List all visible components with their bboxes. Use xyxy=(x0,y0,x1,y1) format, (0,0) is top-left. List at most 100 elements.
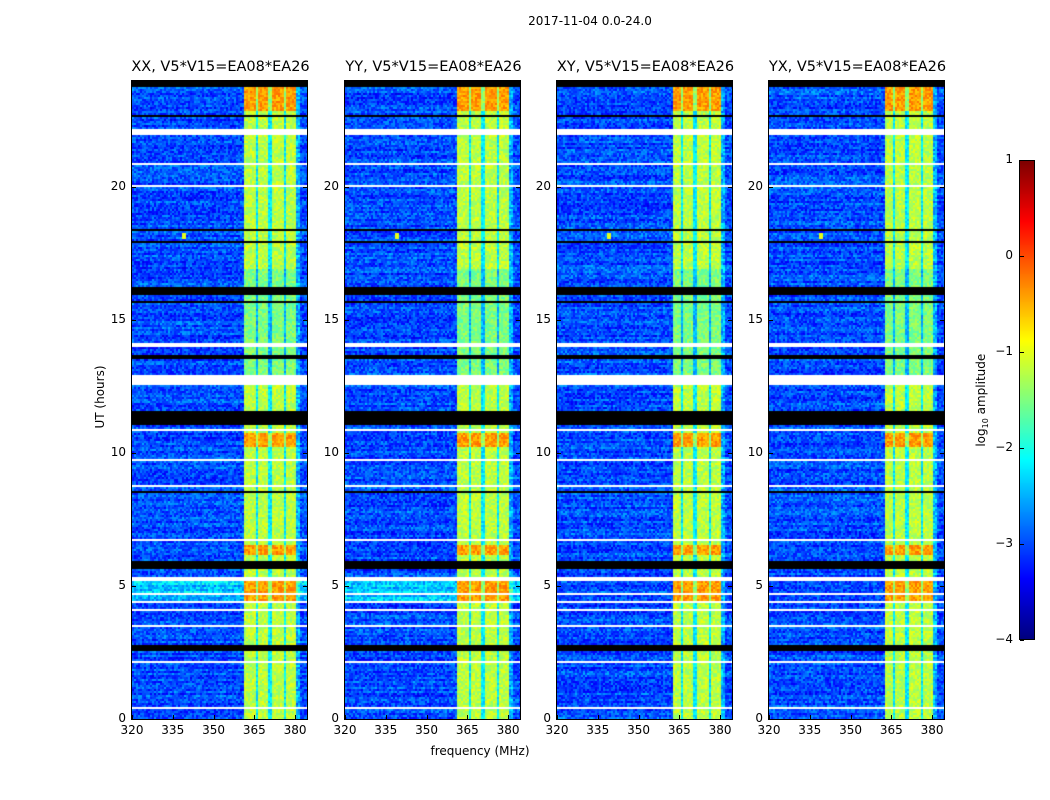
x-tick-top xyxy=(467,81,469,85)
x-tick xyxy=(172,715,174,719)
spectrogram-heatmap xyxy=(132,81,307,719)
y-tick-right xyxy=(516,453,520,455)
x-tick-label: 350 xyxy=(839,723,862,737)
x-tick-top xyxy=(213,81,215,85)
colorbar-tick-label: −2 xyxy=(995,440,1013,454)
x-tick-label: 335 xyxy=(161,723,185,737)
panel-title: XY, V5*V15=EA08*EA26 xyxy=(556,59,735,75)
y-tick-label: 15 xyxy=(535,312,551,327)
y-tick-label: 10 xyxy=(747,445,763,460)
x-tick xyxy=(132,715,133,719)
y-tick xyxy=(557,320,561,322)
x-tick-top xyxy=(679,81,681,85)
x-tick-top xyxy=(426,81,428,85)
x-tick xyxy=(345,715,346,719)
spectrogram-heatmap xyxy=(557,81,732,719)
y-tick-label: 0 xyxy=(118,711,126,725)
x-tick-label: 320 xyxy=(757,723,781,737)
y-tick-right xyxy=(728,719,732,720)
panel-2: XY, V5*V15=EA08*EA26 320 335 350 365 380 0 5 10 1… xyxy=(536,59,734,737)
x-tick-label: 365 xyxy=(879,723,903,737)
y-tick-label: 0 xyxy=(543,711,551,725)
x-tick-top xyxy=(720,81,722,85)
y-tick-label: 0 xyxy=(755,711,763,725)
colorbar-tick xyxy=(1020,640,1024,641)
x-tick xyxy=(426,715,428,719)
x-tick-top xyxy=(254,81,256,85)
y-tick-right xyxy=(303,586,307,588)
x-tick xyxy=(254,715,256,719)
x-tick-label: 380 xyxy=(283,723,307,737)
spectrogram-heatmap xyxy=(769,81,944,719)
colorbar-tick xyxy=(1020,448,1024,449)
y-tick-right xyxy=(728,187,732,189)
x-tick xyxy=(850,715,852,719)
x-tick-top xyxy=(932,81,934,85)
panel-title: YX, V5*V15=EA08*EA26 xyxy=(768,59,947,75)
x-tick xyxy=(557,715,558,719)
y-tick xyxy=(769,719,773,720)
y-tick xyxy=(132,453,136,455)
y-tick-label: 5 xyxy=(543,578,551,593)
y-tick-label: 5 xyxy=(755,578,763,593)
x-tick-top xyxy=(345,81,346,85)
x-tick-top xyxy=(638,81,640,85)
y-tick-right xyxy=(940,320,944,322)
x-tick-label: 335 xyxy=(798,723,822,737)
x-tick xyxy=(385,715,387,719)
x-tick xyxy=(891,715,893,719)
y-tick-label: 10 xyxy=(323,445,339,460)
x-tick-top xyxy=(891,81,893,85)
x-tick xyxy=(809,715,811,719)
y-tick xyxy=(557,586,561,588)
x-tick-top xyxy=(172,81,174,85)
x-tick xyxy=(638,715,640,719)
colorbar-tick xyxy=(1020,160,1024,161)
panel-title: YY, V5*V15=EA08*EA26 xyxy=(345,59,522,75)
y-tick-right xyxy=(303,187,307,189)
y-tick-right xyxy=(940,719,944,720)
y-tick xyxy=(557,719,561,720)
x-tick xyxy=(679,715,681,719)
x-tick-label: 365 xyxy=(242,723,266,737)
x-tick-label: 380 xyxy=(708,723,732,737)
x-tick xyxy=(467,715,469,719)
y-tick xyxy=(769,187,773,189)
y-tick xyxy=(345,586,349,588)
x-tick-label: 365 xyxy=(455,723,479,737)
y-tick xyxy=(132,187,136,189)
y-tick-label: 5 xyxy=(331,578,339,593)
y-tick-right xyxy=(303,719,307,720)
x-tick xyxy=(769,715,770,719)
x-tick-label: 350 xyxy=(415,723,438,737)
y-tick-label: 10 xyxy=(110,445,126,460)
y-tick xyxy=(769,586,773,588)
y-tick xyxy=(345,187,349,189)
x-tick-label: 380 xyxy=(920,723,944,737)
colorbar-tick-label: −3 xyxy=(995,536,1013,550)
colorbar-tick xyxy=(1020,256,1024,257)
y-tick-right xyxy=(303,453,307,455)
y-tick xyxy=(345,320,349,322)
x-tick-top xyxy=(132,81,133,85)
y-tick-label: 20 xyxy=(535,179,551,194)
colorbar-tick-label: −4 xyxy=(995,632,1013,646)
x-tick-top xyxy=(850,81,852,85)
x-tick-top xyxy=(769,81,770,85)
colorbar-tick-label: 1 xyxy=(1005,152,1013,166)
y-tick-right xyxy=(940,453,944,455)
x-tick-label: 320 xyxy=(333,723,357,737)
y-tick xyxy=(557,453,561,455)
panel-1: YY, V5*V15=EA08*EA26 320 335 350 365 380 0 5 10 1… xyxy=(324,59,522,737)
x-tick-top xyxy=(385,81,387,85)
x-tick-label: 350 xyxy=(627,723,650,737)
y-tick-right xyxy=(516,320,520,322)
panel-title: XX, V5*V15=EA08*EA26 xyxy=(131,59,310,75)
x-tick xyxy=(720,715,722,719)
y-tick xyxy=(345,719,349,720)
y-tick-right xyxy=(940,586,944,588)
x-tick xyxy=(932,715,934,719)
y-tick-label: 20 xyxy=(323,179,339,194)
x-tick xyxy=(295,715,297,719)
